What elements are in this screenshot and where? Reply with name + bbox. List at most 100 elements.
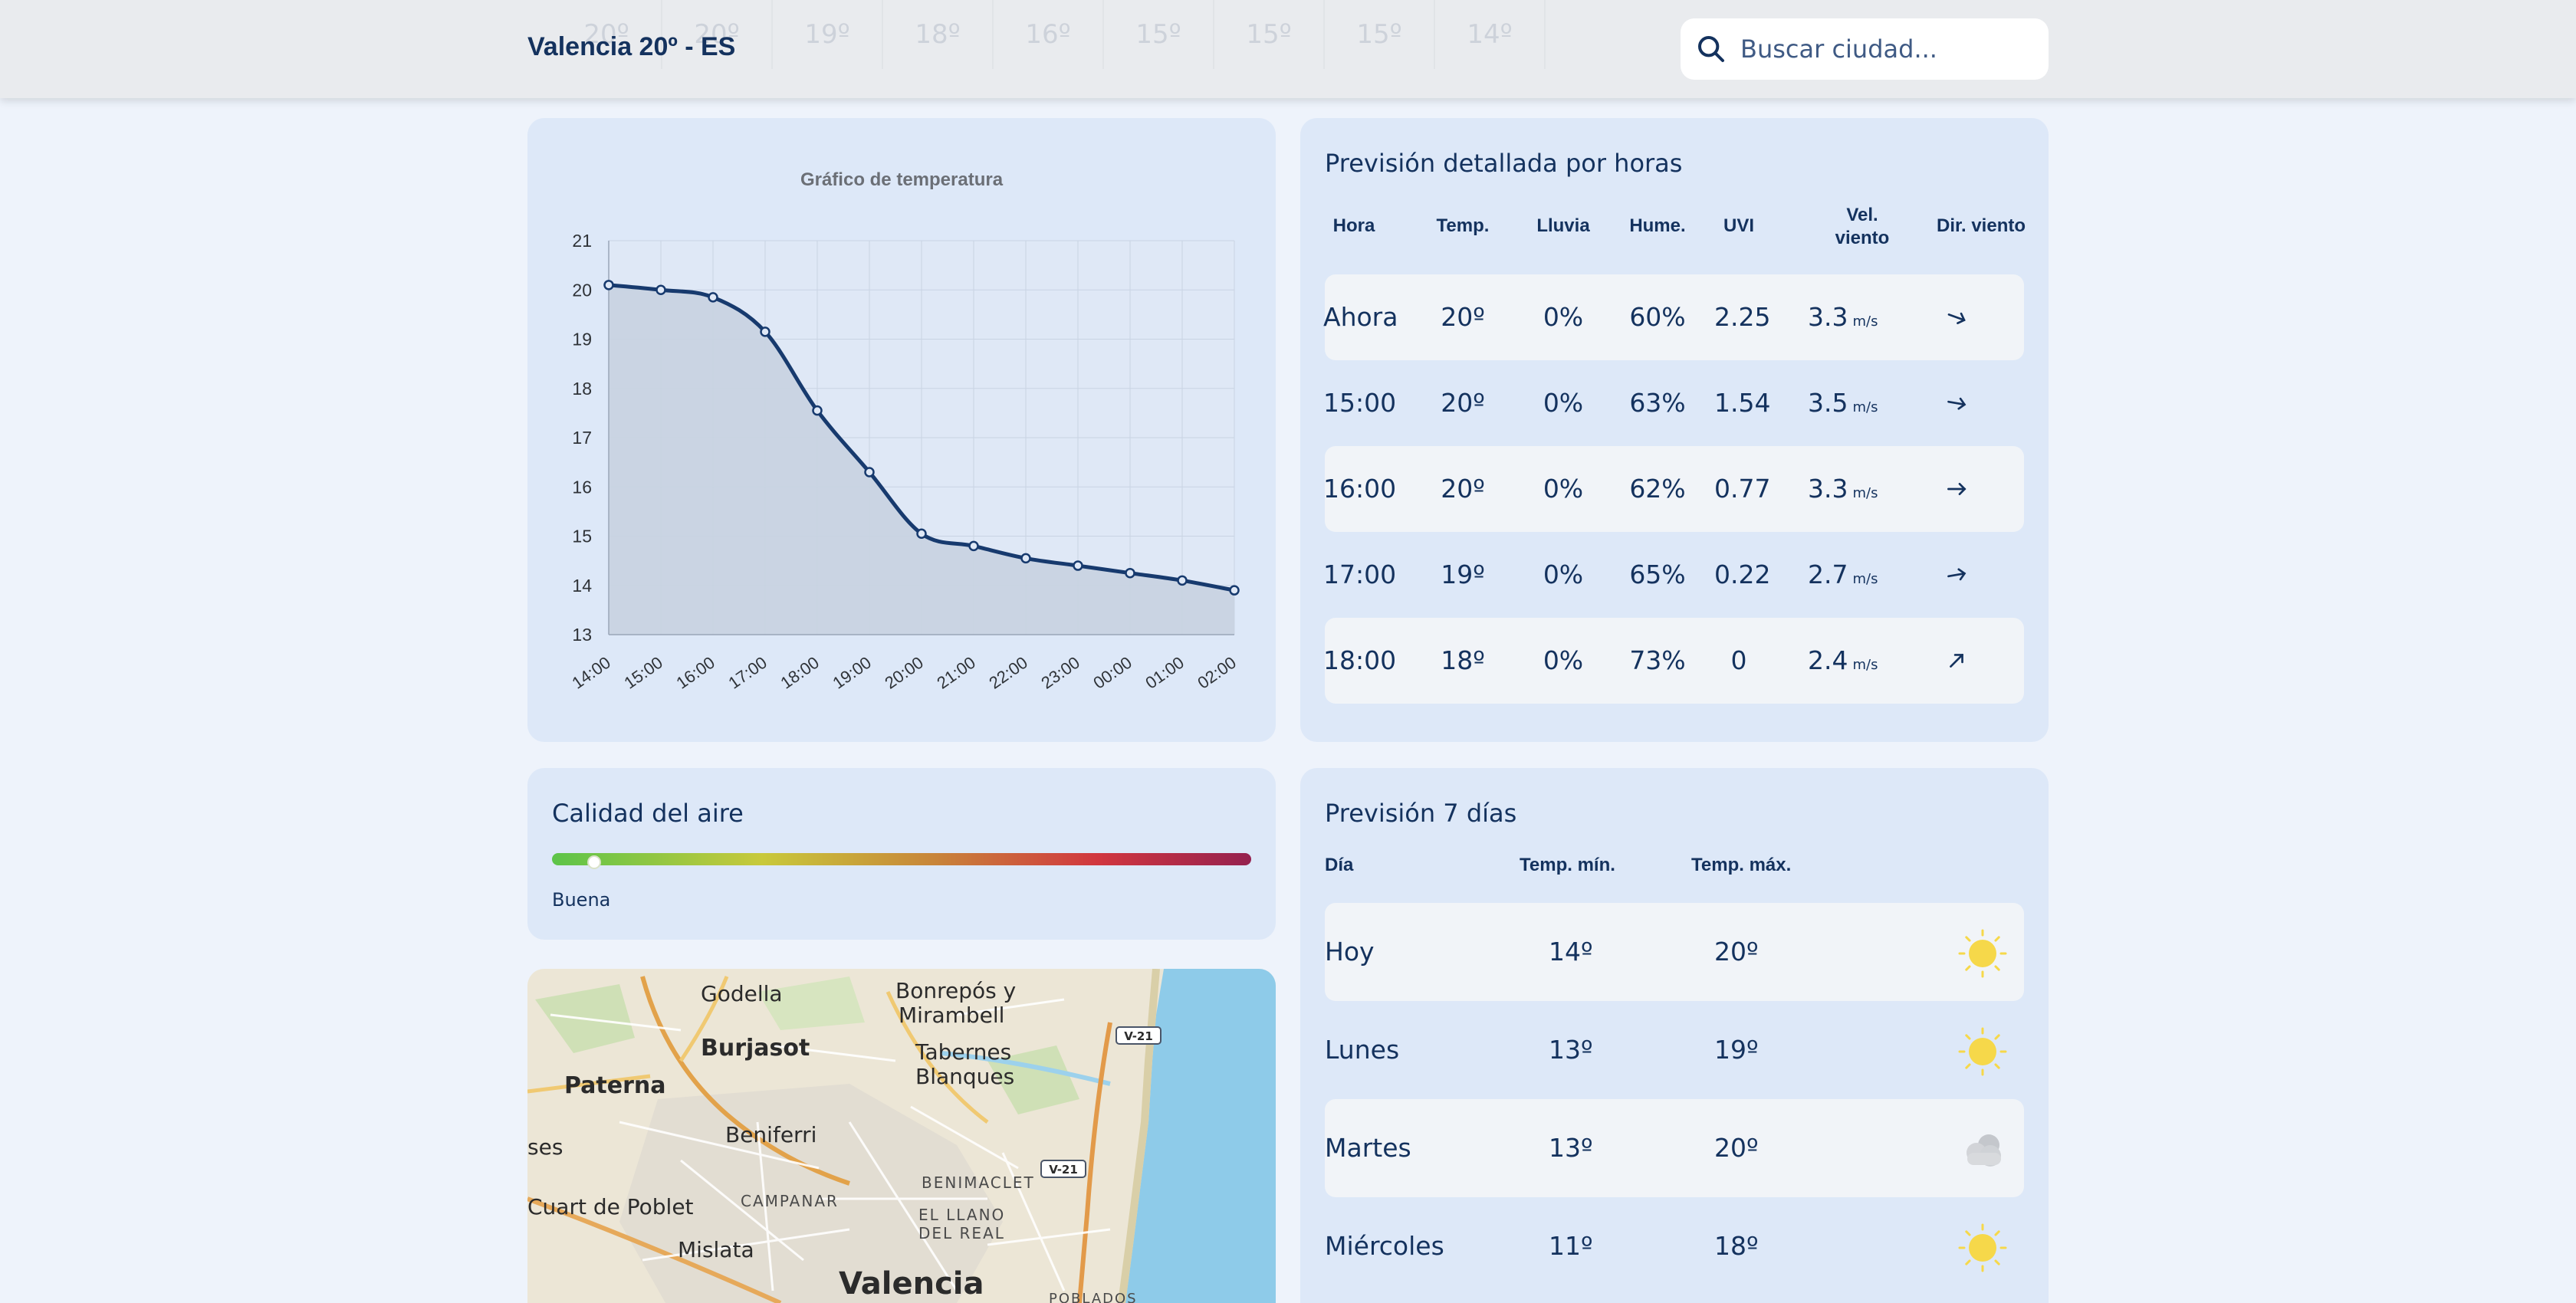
hourly-row: 16:00 20º 0% 62% 0.77 3.3 m/s: [1323, 446, 2024, 532]
map-label: POBLADOS: [1049, 1291, 1138, 1303]
x-tick-label: 18:00: [777, 653, 822, 693]
hourly-uvi: 0.77: [1714, 474, 1771, 504]
map-label: Godella: [701, 981, 783, 1006]
wind-speed-value: 3.3: [1808, 302, 1848, 332]
daily-row: Lunes 13º 19º: [1325, 1001, 2024, 1099]
temperature-chart: Gráfico de temperatura 13 14 15 16 17 18 19 20 21…: [568, 169, 1239, 693]
data-point: [708, 292, 718, 303]
hourly-uvi: 0.22: [1714, 560, 1771, 589]
daily-max-temp: 18º: [1714, 1231, 1759, 1261]
wind-speed-unit: m/s: [1852, 571, 1878, 587]
header-humidity: Hume.: [1629, 215, 1686, 236]
map-label: Mislata: [678, 1237, 754, 1262]
hourly-forecast-card: Previsión detallada por horas Hora Temp.…: [1300, 118, 2049, 742]
wind-speed-value: 3.5: [1808, 388, 1848, 418]
hourly-uvi: 2.25: [1714, 302, 1771, 332]
x-tick-label: 17:00: [724, 653, 770, 693]
data-point: [603, 280, 614, 290]
wind-direction-arrow-icon: [1947, 397, 1967, 410]
search-input[interactable]: [1740, 34, 2032, 64]
map-label: Burjasot: [701, 1035, 810, 1062]
hourly-rain: 0%: [1543, 388, 1584, 418]
city-map[interactable]: V-21 V-21 Godella Bonrepós y Mirambell B…: [527, 969, 1276, 1303]
wind-speed-unit: m/s: [1852, 313, 1878, 330]
chart-title: Gráfico de temperatura: [800, 169, 1004, 190]
daily-max-temp: 20º: [1714, 1133, 1759, 1163]
map-label: Blanques: [915, 1064, 1014, 1089]
daily-max-temp: 20º: [1714, 937, 1759, 967]
data-point: [968, 540, 979, 552]
cloud-icon: [1967, 1134, 2001, 1167]
daily-min-temp: 13º: [1549, 1133, 1593, 1163]
data-point: [760, 327, 770, 337]
hourly-temp: 20º: [1441, 388, 1485, 418]
hourly-row: 17:00 19º 0% 65% 0.22 2.7 m/s: [1323, 532, 2024, 618]
hourly-wind-speed: 3.5 m/s: [1808, 360, 1900, 446]
strip-temp: 16º: [994, 0, 1104, 69]
temperature-chart-card: Gráfico de temperatura 13 14 15 16 17 18 19 20 21…: [527, 118, 1276, 742]
map-label: Cuart de Poblet: [527, 1194, 694, 1219]
hourly-humidity: 60%: [1629, 302, 1686, 332]
y-tick-label: 15: [572, 527, 592, 546]
strip-temp: 18º: [883, 0, 994, 69]
search-box[interactable]: [1681, 18, 2049, 80]
hourly-temp: 20º: [1441, 302, 1485, 332]
hourly-wind-speed: 2.4 m/s: [1808, 618, 1900, 704]
wind-direction-arrow-icon: [1947, 312, 1966, 324]
x-tick-label: 14:00: [568, 653, 613, 693]
hourly-hour: 18:00: [1323, 645, 1397, 675]
top-bar: 20º 20º 19º 18º 16º 15º 15º 15º 14º Vale…: [0, 0, 2576, 98]
x-tick-label: 19:00: [829, 653, 874, 693]
strip-temp: 15º: [1214, 0, 1325, 69]
daily-min-temp: 11º: [1549, 1231, 1593, 1261]
map-label: DEL REAL: [918, 1224, 1005, 1242]
strip-temp: 15º: [1104, 0, 1214, 69]
map-label: Bonrepós y: [895, 978, 1016, 1003]
data-point: [916, 528, 927, 540]
map-label: Tabernes: [915, 1039, 1011, 1065]
sun-icon: [1958, 1223, 2007, 1272]
header-day: Día: [1325, 855, 1354, 875]
temperature-area: [609, 284, 1234, 635]
page-title: Valencia 20º - ES: [527, 32, 736, 61]
map-label: CAMPANAR: [741, 1192, 839, 1210]
daily-min-temp: 14º: [1549, 937, 1593, 967]
hourly-temp: 20º: [1441, 474, 1485, 504]
y-tick-label: 20: [572, 280, 592, 300]
hourly-humidity: 62%: [1629, 474, 1686, 504]
map-label: Mirambell: [899, 1003, 1004, 1028]
y-tick-label: 19: [572, 330, 592, 350]
hourly-row: 18:00 18º 0% 73% 0 2.4 m/s: [1323, 618, 2024, 704]
x-tick-label: 15:00: [620, 653, 665, 693]
header-uvi: UVI: [1723, 215, 1754, 236]
map-label: Beniferri: [725, 1122, 816, 1147]
hourly-title: Previsión detallada por horas: [1325, 149, 1683, 178]
map-label: Valencia: [839, 1266, 984, 1301]
strip-temp: 14º: [1435, 0, 1546, 69]
x-tick-label: 23:00: [1037, 653, 1083, 693]
hourly-hour: 16:00: [1323, 474, 1397, 504]
header-rain: Lluvia: [1536, 215, 1590, 236]
daily-min-temp: 13º: [1549, 1035, 1593, 1065]
x-tick-label: 02:00: [1194, 653, 1239, 693]
strip-temp: 19º: [773, 0, 883, 69]
strip-temp: 20º: [662, 0, 773, 69]
x-tick-label: 16:00: [672, 653, 718, 693]
x-tick-label: 01:00: [1142, 653, 1187, 693]
strip-temp: 15º: [1325, 0, 1435, 69]
air-quality-card: Calidad del aire Buena: [527, 768, 1276, 940]
hourly-uvi: 1.54: [1714, 388, 1771, 418]
sun-icon: [1958, 1027, 2007, 1076]
hourly-wind-speed: 2.7 m/s: [1808, 532, 1900, 618]
daily-row: Martes 13º 20º: [1325, 1099, 2024, 1197]
data-point: [1125, 567, 1135, 579]
weekly-title: Previsión 7 días: [1325, 799, 1517, 828]
daily-row: Miércoles 11º 18º: [1325, 1197, 2024, 1295]
hourly-wind-speed: 3.3 m/s: [1808, 446, 1900, 532]
map-tiles[interactable]: V-21 V-21 Godella Bonrepós y Mirambell B…: [527, 969, 1276, 1303]
daily-day: Hoy: [1325, 937, 1375, 967]
header-hour: Hora: [1332, 215, 1375, 236]
wind-speed-unit: m/s: [1852, 657, 1878, 673]
wind-speed-value: 2.4: [1808, 645, 1848, 675]
header-temp: Temp.: [1436, 215, 1490, 236]
